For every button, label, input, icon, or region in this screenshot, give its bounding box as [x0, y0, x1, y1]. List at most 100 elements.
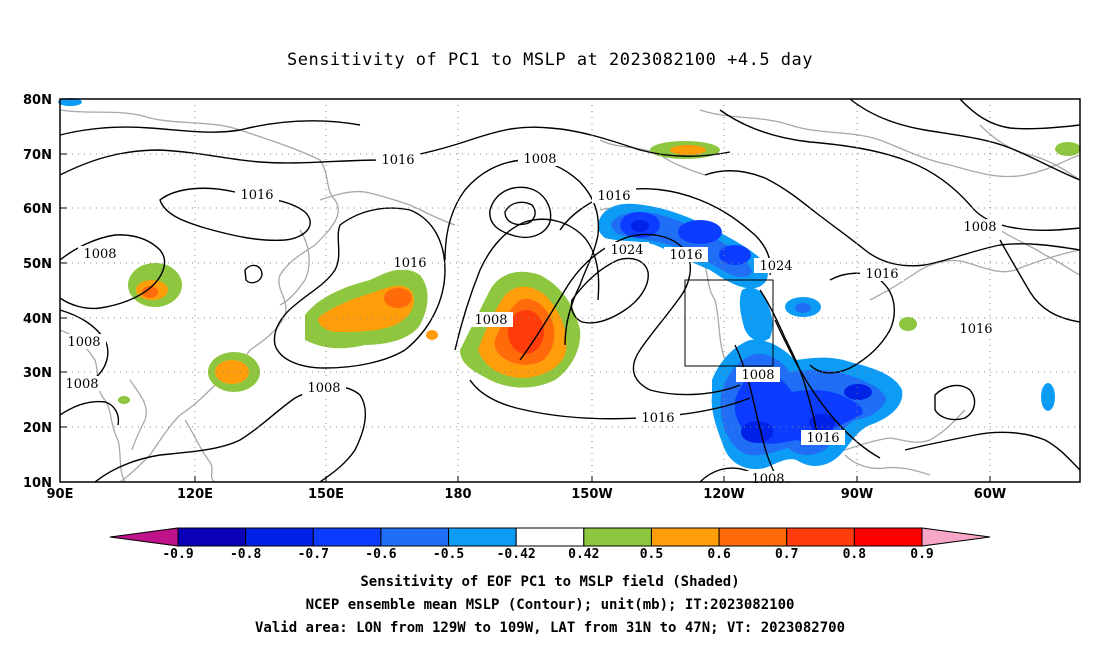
contour-label-text: 1016: [865, 267, 898, 282]
axis-ticks: [60, 153, 991, 482]
lat-label: 80N: [23, 93, 52, 108]
contour-label-text: 1016: [393, 256, 426, 271]
lat-label: 40N: [23, 312, 52, 327]
colorbar-low-arrow: [109, 527, 179, 547]
contour-label-text: 1016: [381, 153, 414, 168]
colorbar-swatch: [853, 527, 923, 547]
colorbar-label: -0.9: [162, 547, 193, 562]
contour-label: 1008: [302, 380, 346, 396]
longitude-labels: 90E 120E 150E 180 150W 120W 90W 60W: [47, 487, 1007, 502]
contour-label: 1008: [60, 376, 104, 392]
colorbar-label: 0.42: [568, 547, 599, 562]
lon-label: 150W: [571, 487, 612, 502]
caption-line-3: Valid area: LON from 129W to 109W, LAT f…: [254, 620, 845, 636]
colorbar-swatch: [583, 527, 652, 547]
colorbar-swatch: [718, 527, 788, 547]
contour-label: 1016: [801, 430, 845, 446]
lat-label: 30N: [23, 366, 52, 381]
contour-label-text: 1008: [67, 335, 100, 350]
shade-blob: [719, 245, 751, 265]
colorbar-label: 0.5: [640, 547, 663, 562]
shade-blob: [678, 220, 722, 244]
contour-label: 1016: [860, 266, 904, 282]
colorbar-label: 0.6: [707, 547, 731, 562]
map-title: Sensitivity of PC1 to MSLP at 2023082100…: [286, 50, 813, 70]
lon-label: 150E: [308, 487, 344, 502]
caption-line-2: NCEP ensemble mean MSLP (Contour); unit(…: [305, 597, 795, 613]
shade-blob: [670, 145, 706, 155]
lon-label: 90E: [47, 487, 74, 502]
lat-label: 10N: [23, 476, 52, 491]
map-background: [60, 99, 1080, 482]
shade-blob: [844, 384, 872, 400]
colorbar-label: -0.42: [497, 547, 536, 562]
shade-blob: [739, 287, 773, 342]
contour-label: 1016: [592, 188, 636, 204]
contour-label-text: 1008: [83, 247, 116, 262]
shade-blob: [142, 286, 158, 298]
contour-label: 1008: [62, 334, 106, 350]
contour-label: 1016: [388, 255, 432, 271]
shade-blob: [899, 317, 917, 331]
contour-label: 1016: [636, 410, 680, 426]
lat-label: 60N: [23, 202, 52, 217]
shade-blob: [741, 421, 773, 443]
contour-label-text: 1016: [641, 411, 674, 426]
contour-label: 1008: [469, 312, 513, 328]
contour-label-text: 1008: [474, 313, 507, 328]
caption-line-1: Sensitivity of EOF PC1 to MSLP field (Sh…: [360, 574, 740, 590]
contour-label: 1008: [78, 246, 122, 262]
shade-blob: [215, 360, 249, 384]
lon-label: 120E: [177, 487, 213, 502]
contour-label-text: 1024: [610, 243, 643, 258]
colorbar-swatch: [245, 527, 314, 547]
contour-label-text: 1008: [751, 472, 784, 487]
colorbar-label: 0.9: [910, 547, 933, 562]
colorbar-label: -0.5: [433, 547, 464, 562]
colorbar-label: -0.7: [298, 547, 329, 562]
contour-label: 1008: [518, 151, 562, 167]
shade-blob: [795, 303, 811, 313]
colorbar-label: -0.6: [365, 547, 396, 562]
contour-label-text: 1008: [523, 152, 556, 167]
colorbar-swatch: [177, 527, 247, 547]
colorbar: -0.9 -0.8 -0.7 -0.6 -0.5 -0.42 0.42 0.5 0.6 0.7 0.…: [109, 527, 991, 562]
colorbar-swatch: [448, 527, 517, 547]
contour-label-text: 1016: [669, 248, 702, 263]
contour-label-text: 1016: [240, 188, 273, 203]
lat-label: 20N: [23, 421, 52, 436]
contour-label-text: 1008: [741, 368, 774, 383]
colorbar-high-arrow: [921, 527, 991, 547]
colorbar-swatch: [380, 527, 450, 547]
map-frame: [59, 98, 1081, 483]
colorbar-swatch: [312, 527, 382, 547]
lon-label: 90W: [841, 487, 873, 502]
contour-label: 1016: [664, 247, 708, 263]
contour-label-text: 1016: [806, 431, 839, 446]
contour-label: 1024: [605, 242, 649, 258]
shade-blob: [426, 330, 438, 340]
contour-label: 1016: [376, 152, 420, 168]
shade-blob: [1041, 383, 1055, 411]
contour-label-text: 1008: [963, 220, 996, 235]
map-panel: 1016 1016 1008 1008 1016 1016 1024 1016 …: [58, 98, 1081, 487]
colorbar-swatch: [650, 527, 720, 547]
contour-label-text: 1008: [307, 381, 340, 396]
contour-label-text: 1024: [759, 259, 792, 274]
contour-label: 1016: [235, 187, 279, 203]
lat-label: 70N: [23, 148, 52, 163]
colorbar-label: 0.8: [843, 547, 867, 562]
contour-labels: 1016 1016 1008 1008 1016 1016 1024 1016 …: [60, 151, 1002, 487]
contour-label: 1008: [746, 471, 790, 487]
colorbar-swatch: [786, 527, 855, 547]
colorbar-swatch: [515, 527, 585, 547]
lon-label: 60W: [974, 487, 1006, 502]
contour-label: 1024: [754, 258, 798, 274]
lat-label: 50N: [23, 257, 52, 272]
valid-area-box: [684, 279, 774, 367]
lon-label: 120W: [703, 487, 744, 502]
contour-label: 1008: [736, 367, 780, 383]
shade-blob: [118, 396, 130, 404]
shade-blob: [1055, 142, 1081, 156]
